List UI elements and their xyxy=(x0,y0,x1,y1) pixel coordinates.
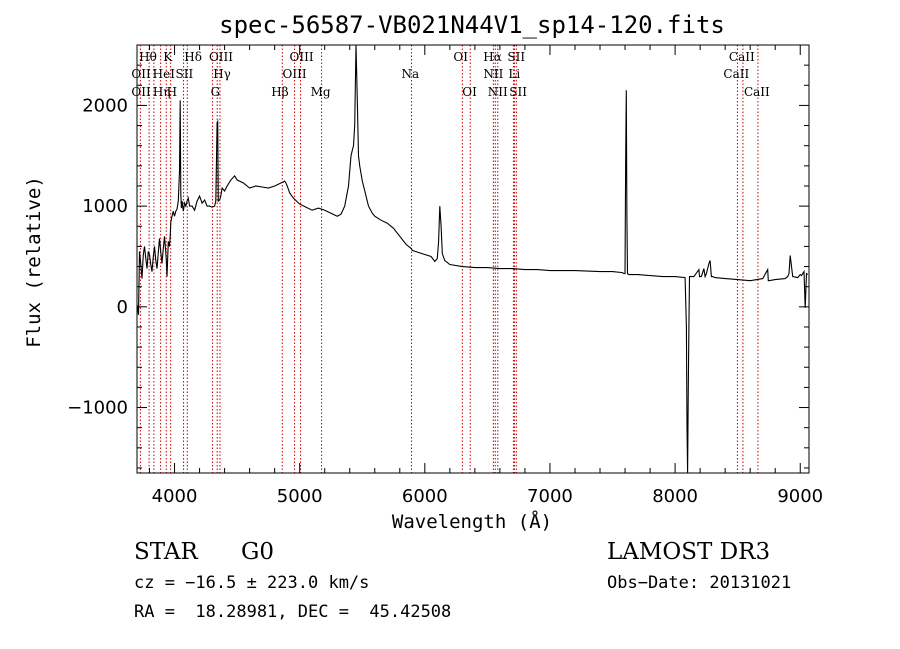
x-tick-label: 5000 xyxy=(277,486,323,507)
line-label-Heta: Hη xyxy=(153,85,171,99)
velocity-readout: cz = −16.5 ± 223.0 km/s xyxy=(134,573,370,593)
y-tick-label: 1000 xyxy=(82,196,128,217)
coordinates-readout: RA = 18.28981, DEC = 45.42508 xyxy=(134,602,452,622)
plot-frame xyxy=(136,44,810,474)
y-tick-label: 2000 xyxy=(82,95,128,116)
line-label-K: K xyxy=(163,50,173,64)
line-label-Hbeta: Hβ xyxy=(271,85,288,99)
line-label-OI-6300: OI xyxy=(453,50,468,64)
line-label-SII-6716: SII xyxy=(507,50,525,64)
y-axis-label: Flux (relative) xyxy=(23,176,45,348)
line-label-Halpha: Hα xyxy=(483,50,502,64)
emission-line-labels: OII OII Hθ Hη HeI K H SII Hδ G OIII Hγ Hβ OIII OIII Mg N… xyxy=(131,50,770,99)
line-label-OII-2: OII xyxy=(131,85,151,99)
spectrum-series-line xyxy=(136,44,809,474)
line-label-OI-6363: OI xyxy=(462,85,477,99)
object-subclass: G0 xyxy=(241,539,275,565)
line-label-Htheta: Hθ xyxy=(139,50,157,64)
line-label-H: H xyxy=(167,85,177,99)
line-label-SII-blue: SII xyxy=(176,67,194,81)
line-label-OIII-5007: OIII xyxy=(290,50,314,64)
line-label-Li: Li xyxy=(508,67,520,81)
line-label-G: G xyxy=(211,85,221,99)
line-label-OIII-4363: OIII xyxy=(209,50,233,64)
line-label-CaII-8498: CaII xyxy=(723,67,749,81)
x-tick-label: 6000 xyxy=(402,486,448,507)
y-tick-label: −1000 xyxy=(67,398,128,419)
line-label-Na: Na xyxy=(402,67,420,81)
chart-title: spec-56587-VB021N44V1_sp14-120.fits xyxy=(219,11,725,39)
line-label-Hgamma: Hγ xyxy=(213,67,231,81)
line-label-OIII-4959: OIII xyxy=(283,67,307,81)
object-class: STAR xyxy=(134,539,198,565)
line-label-Hdelta: Hδ xyxy=(184,50,202,64)
line-label-NII-6548: NII xyxy=(483,67,503,81)
line-label-OII: OII xyxy=(131,67,151,81)
y-axis-ticks: −1000 0 1000 2000 xyxy=(67,44,809,469)
x-tick-label: 7000 xyxy=(527,486,573,507)
x-axis-ticks: 4000 5000 6000 7000 8000 9000 xyxy=(149,45,823,507)
emission-line-markers xyxy=(139,45,759,473)
x-tick-label: 4000 xyxy=(152,486,198,507)
y-tick-label: 0 xyxy=(117,297,128,318)
x-tick-label: 9000 xyxy=(777,486,823,507)
obs-date: Obs−Date: 20131021 xyxy=(607,573,792,593)
line-label-NII-6583: NII xyxy=(488,85,508,99)
line-label-Mg: Mg xyxy=(311,85,331,99)
line-label-CaII-8542: CaII xyxy=(729,50,755,64)
x-axis-label: Wavelength (Å) xyxy=(392,510,552,533)
line-label-SII-6731: SII xyxy=(509,85,527,99)
x-tick-label: 8000 xyxy=(652,486,698,507)
survey-name: LAMOST DR3 xyxy=(607,539,771,565)
line-label-HeI: HeI xyxy=(153,67,176,81)
line-label-CaII-8662: CaII xyxy=(744,85,770,99)
